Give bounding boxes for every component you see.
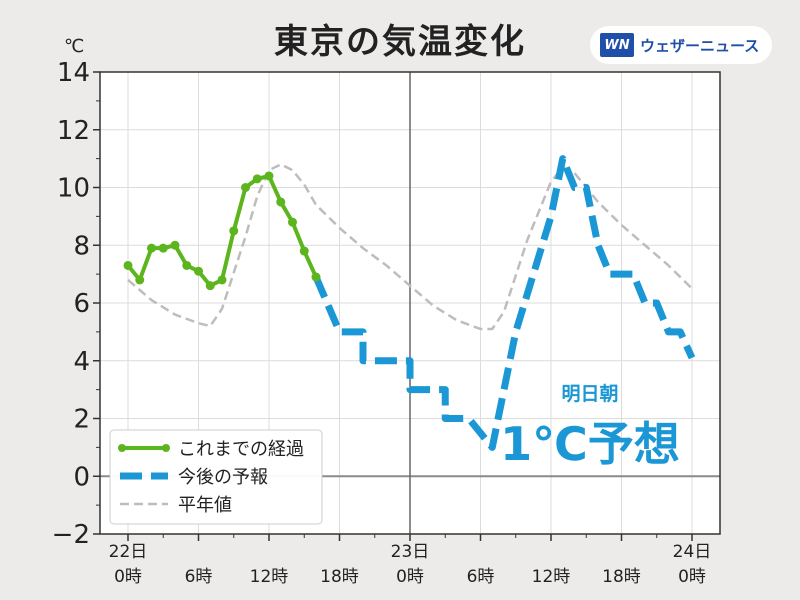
data-point-observed <box>147 243 156 253</box>
x-tick-label-hour: 0時 <box>678 567 706 587</box>
data-point-observed <box>123 260 133 270</box>
data-point-observed <box>194 266 203 276</box>
y-tick-label: 10 <box>57 174 90 204</box>
series-line-normal <box>127 163 693 331</box>
data-point-observed <box>135 275 145 285</box>
x-tick-label-hour: 0時 <box>114 567 142 587</box>
annotation-value: 1℃予想 <box>500 417 680 471</box>
annotation-label: 明日朝 <box>561 383 618 405</box>
legend-marker <box>118 444 126 452</box>
x-tick-label-hour: 12時 <box>250 567 289 587</box>
legend-item-normal-label: 平年値 <box>178 495 232 516</box>
legend-marker <box>162 444 170 452</box>
y-tick-label: 2 <box>73 405 90 435</box>
data-point-observed <box>288 217 297 227</box>
x-tick-label-hour: 0時 <box>396 567 424 587</box>
series-line-forecast <box>312 155 696 451</box>
y-tick-label: 4 <box>73 347 90 377</box>
data-point-observed <box>299 246 309 256</box>
y-tick-label: 12 <box>57 116 90 146</box>
y-tick-label: 6 <box>73 289 90 319</box>
data-point-observed <box>170 240 180 250</box>
y-tick-label: 8 <box>73 231 90 261</box>
y-tick-label: 14 <box>57 58 90 88</box>
x-tick-label-hour: 18時 <box>602 567 641 587</box>
data-point-observed <box>264 171 274 181</box>
data-point-observed <box>217 275 227 285</box>
x-tick-label-date: 24日 <box>673 542 712 562</box>
data-point-observed <box>276 197 286 207</box>
data-point-observed <box>205 281 215 291</box>
x-tick-label-date: 22日 <box>109 542 148 562</box>
y-tick-label: 0 <box>73 462 90 492</box>
legend-item-observed-label: これまでの経過 <box>178 439 304 460</box>
x-tick-label-hour: 6時 <box>185 567 213 587</box>
data-point-observed <box>158 243 168 253</box>
x-tick-label-hour: 6時 <box>467 567 495 587</box>
legend <box>109 429 323 525</box>
legend-item-forecast-label: 今後の予報 <box>178 467 268 488</box>
y-axis-unit: ℃ <box>64 36 85 57</box>
weathernews-logo: WN ウェザーニュース <box>590 26 772 64</box>
data-point-observed <box>229 226 239 236</box>
data-point-observed <box>311 272 321 282</box>
chart-title: 東京の気温変化 <box>274 22 526 62</box>
data-point-observed <box>182 260 192 270</box>
brand-name: ウェザーニュース <box>640 36 760 55</box>
x-tick-label-date: 23日 <box>391 542 430 562</box>
x-tick-label-hour: 18時 <box>320 567 359 587</box>
x-tick-label-hour: 12時 <box>532 567 571 587</box>
weathernews-logo-icon: WN <box>600 33 634 57</box>
y-tick-label: −2 <box>52 520 90 550</box>
data-point-observed <box>241 183 250 192</box>
data-point-observed <box>252 174 262 184</box>
